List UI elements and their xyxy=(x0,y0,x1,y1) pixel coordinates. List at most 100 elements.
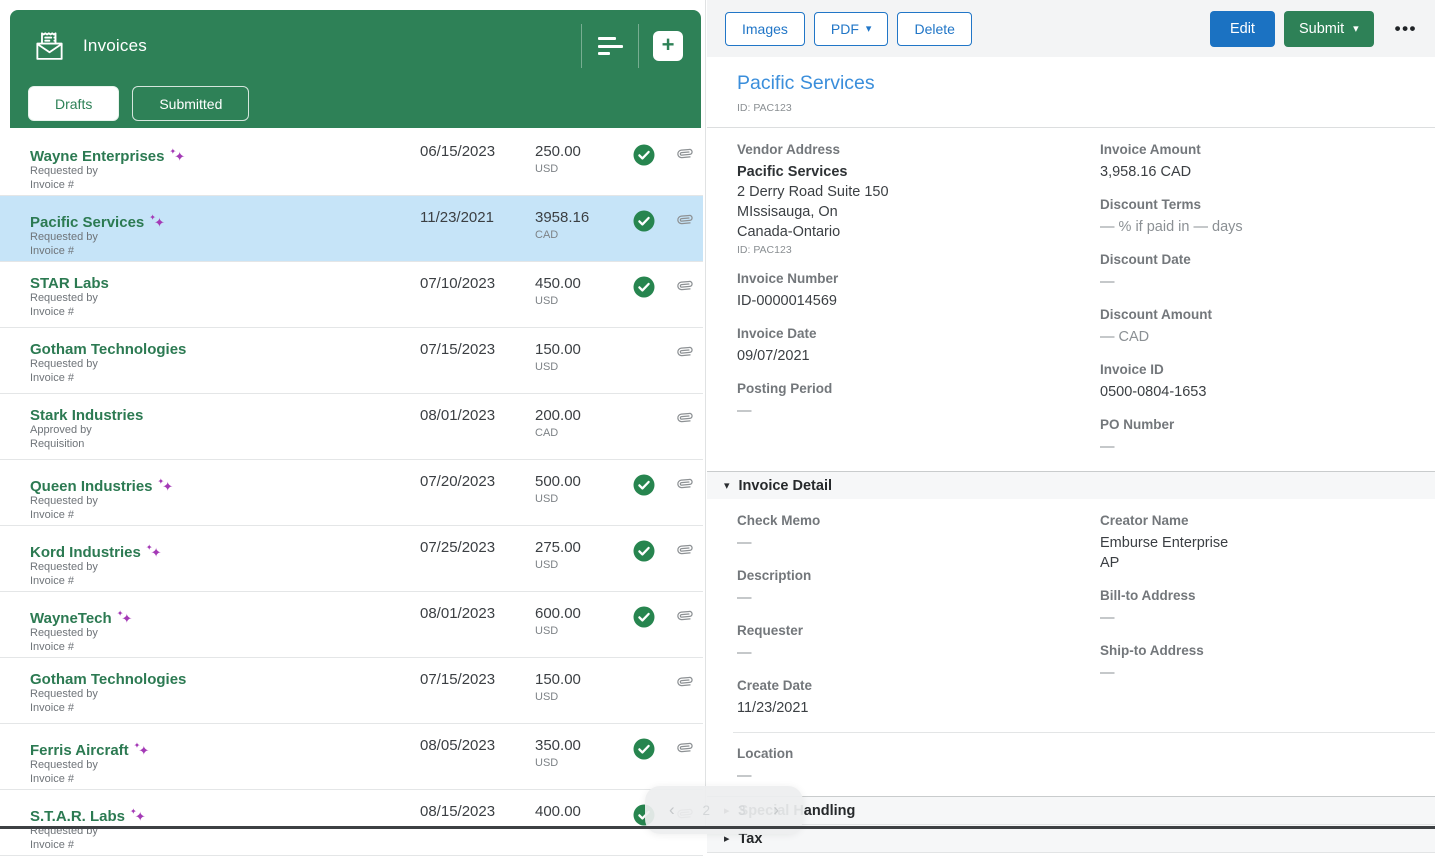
attachment-icon[interactable] xyxy=(663,407,703,430)
vendor-name[interactable]: WayneTech xyxy=(30,610,112,627)
detail-divider xyxy=(733,732,1435,733)
requested-by-label: Requested by xyxy=(30,759,98,771)
vendor-name[interactable]: Gotham Technologies xyxy=(30,341,187,358)
pagination-page[interactable]: 2 xyxy=(702,802,711,818)
more-options-button[interactable]: ••• xyxy=(1391,19,1421,39)
attachment-icon[interactable] xyxy=(663,275,703,298)
field-value: Emburse Enterprise AP xyxy=(1100,535,1229,571)
approved-check-icon xyxy=(625,209,663,232)
attachment-icon[interactable] xyxy=(663,671,703,694)
detail-field: Invoice ID 0500-0804-1653 xyxy=(1100,361,1435,402)
field-value: — xyxy=(737,645,752,661)
pagination-next[interactable]: › xyxy=(773,800,780,819)
invoice-row-main: Gotham Technologies Requested by Invoice # xyxy=(30,341,410,385)
invoice-list-item[interactable]: Stark Industries Approved by Requisition 08… xyxy=(0,394,703,460)
attachment-icon[interactable] xyxy=(663,341,703,364)
vendor-name[interactable]: Kord Industries xyxy=(30,544,141,561)
ai-sparkle-icon: ✦✦ xyxy=(157,477,174,494)
attachment-icon[interactable] xyxy=(663,737,703,760)
sort-button[interactable] xyxy=(582,22,638,70)
invoice-list-item[interactable]: Gotham Technologies Requested by Invoice #… xyxy=(0,328,703,394)
invoice-detail-fields: Check Memo — Description — Requester — Create … xyxy=(707,499,1435,732)
invoice-list-item[interactable]: Kord Industries ✦✦ Requested by Invoice #07… xyxy=(0,526,703,592)
requested-by-label: Approved by xyxy=(30,424,92,436)
approved-check-icon xyxy=(625,737,663,760)
field-label: Bill-to Address xyxy=(1100,588,1196,603)
section-special-handling[interactable]: ▸Special Handling xyxy=(707,796,1435,824)
vendor-title[interactable]: Pacific Services xyxy=(737,72,875,94)
invoice-envelope-icon xyxy=(30,27,68,65)
ellipsis-icon: ••• xyxy=(1394,18,1417,38)
detail-field: Check Memo — xyxy=(737,512,1100,553)
pagination-page[interactable]: 3 xyxy=(737,802,746,818)
attachment-icon[interactable] xyxy=(663,539,703,562)
collapsed-sections: ▸Special Handling▸Tax xyxy=(707,796,1435,852)
pagination-prev[interactable]: ‹ xyxy=(668,800,675,819)
field-value: Canada-Ontario xyxy=(737,224,841,240)
edit-button[interactable]: Edit xyxy=(1209,10,1275,47)
field-label: Discount Terms xyxy=(1100,197,1202,212)
vendor-id: ID: PAC123 xyxy=(737,102,792,114)
invoice-list-item[interactable]: S.T.A.R. Labs ✦✦ Requested by Invoice #08/1… xyxy=(0,790,703,856)
field-value: — xyxy=(1100,439,1115,455)
field-label: PO Number xyxy=(1100,417,1175,432)
invoice-row-main: STAR Labs Requested by Invoice # xyxy=(30,275,410,319)
invoice-amount: 600.00 xyxy=(535,605,581,622)
tab-drafts[interactable]: Drafts xyxy=(28,86,120,121)
pdf-button[interactable]: PDF ▾ xyxy=(813,11,889,46)
invoice-amount: 250.00 xyxy=(535,143,581,160)
invoice-list-item[interactable]: WayneTech ✦✦ Requested by Invoice #08/01/20… xyxy=(0,592,703,658)
invoice-amount: 450.00 xyxy=(535,275,581,292)
add-invoice-button[interactable]: + xyxy=(653,31,683,61)
invoice-amount-cell: 275.00 USD xyxy=(520,539,625,571)
field-label: Requester xyxy=(737,623,804,638)
invoice-amount-cell: 500.00 USD xyxy=(520,473,625,505)
vendor-name[interactable]: S.T.A.R. Labs xyxy=(30,808,126,825)
currency-code: CAD xyxy=(535,427,559,439)
vendor-row-title: Kord Industries ✦✦ xyxy=(30,539,410,561)
vendor-name[interactable]: Ferris Aircraft xyxy=(30,742,129,759)
attachment-icon[interactable] xyxy=(663,209,703,232)
detail-field: Vendor Address Pacific Services 2 Derry Ro… xyxy=(737,141,1100,256)
invoice-number-label: Invoice # xyxy=(30,574,75,587)
detail-field: Invoice Amount 3,958.16 CAD xyxy=(1100,141,1435,182)
field-value: — xyxy=(737,403,752,419)
invoices-card: Invoices + Drafts Submitted xyxy=(10,10,701,128)
section-invoice-detail[interactable]: ▾ Invoice Detail xyxy=(707,471,1435,499)
invoice-list-item[interactable]: Gotham Technologies Requested by Invoice #… xyxy=(0,658,703,724)
submit-button[interactable]: Submit ▾ xyxy=(1283,10,1374,47)
vendor-name[interactable]: Wayne Enterprises xyxy=(30,148,165,165)
invoice-row-main: Ferris Aircraft ✦✦ Requested by Invoice # xyxy=(30,737,410,786)
images-button[interactable]: Images xyxy=(725,11,805,46)
invoice-list-item[interactable]: Ferris Aircraft ✦✦ Requested by Invoice # 08… xyxy=(0,724,703,790)
delete-button[interactable]: Delete xyxy=(897,11,972,46)
invoice-list-item[interactable]: Queen Industries ✦✦ Requested by Invoice #0… xyxy=(0,460,703,526)
invoice-number-label: Invoice # xyxy=(30,508,75,521)
vendor-name[interactable]: Queen Industries xyxy=(30,478,153,495)
invoice-list-item[interactable]: Wayne Enterprises ✦✦ Requested by Invoice #… xyxy=(0,130,703,196)
attachment-icon[interactable] xyxy=(663,605,703,628)
tab-submitted[interactable]: Submitted xyxy=(132,86,250,121)
invoice-detail-panel: Images PDF ▾ Delete Edit Submit ▾ ••• Pa… xyxy=(707,0,1435,853)
invoice-number-label: Invoice # xyxy=(30,371,75,384)
sort-icon xyxy=(597,33,623,60)
invoice-date: 08/05/2023 xyxy=(420,737,496,754)
vendor-name[interactable]: Gotham Technologies xyxy=(30,671,187,688)
bottom-edge-bar xyxy=(0,826,1435,829)
requested-by-label: Requested by xyxy=(30,627,98,639)
invoice-list-item[interactable]: STAR Labs Requested by Invoice # 07/10/2023… xyxy=(0,262,703,328)
invoice-list-item[interactable]: Pacific Services ✦✦ Requested by Invoice #1… xyxy=(0,196,703,262)
vendor-name[interactable]: STAR Labs xyxy=(30,275,109,292)
field-label: Posting Period xyxy=(737,381,833,396)
header-divider xyxy=(707,127,1435,128)
vendor-name[interactable]: Pacific Services xyxy=(30,214,145,231)
invoice-row-main: Queen Industries ✦✦ Requested by Invoice # xyxy=(30,473,410,522)
field-value: — xyxy=(737,535,752,551)
invoice-amount: 150.00 xyxy=(535,671,581,688)
ai-sparkle-icon: ✦✦ xyxy=(169,147,186,164)
currency-code: USD xyxy=(535,493,559,505)
attachment-icon[interactable] xyxy=(663,473,703,496)
attachment-icon[interactable] xyxy=(663,143,703,166)
vendor-name[interactable]: Stark Industries xyxy=(30,407,144,424)
field-value: 2 Derry Road Suite 150 xyxy=(737,184,889,200)
